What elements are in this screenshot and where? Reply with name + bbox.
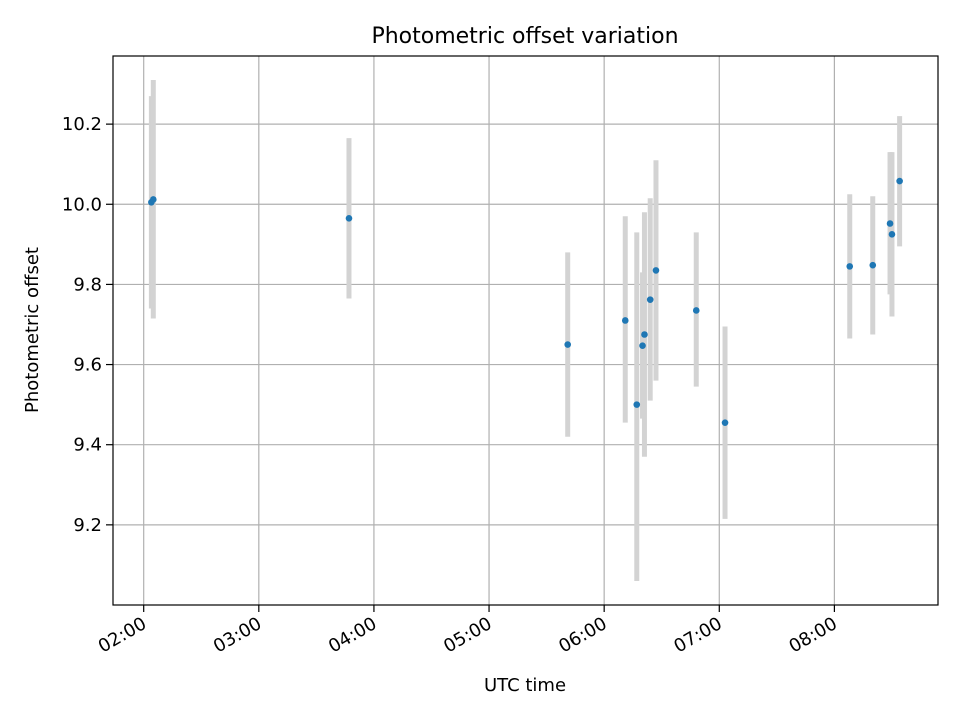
data-point xyxy=(639,342,646,350)
data-point xyxy=(149,196,157,203)
data-point xyxy=(633,401,641,408)
x-axis-label: UTC time xyxy=(484,675,566,696)
data-point xyxy=(869,261,877,269)
data-point xyxy=(564,341,572,348)
y-tick-label: 10.2 xyxy=(62,114,102,135)
data-points xyxy=(148,177,903,426)
grid xyxy=(113,56,938,605)
data-point xyxy=(345,214,353,222)
data-point xyxy=(641,331,648,338)
plot-frame xyxy=(112,55,939,606)
y-tick-label: 9.8 xyxy=(73,274,102,295)
y-axis-label: Photometric offset xyxy=(22,247,43,413)
y-tick-label: 9.2 xyxy=(73,515,102,536)
data-point xyxy=(888,231,896,238)
y-tick-label: 9.4 xyxy=(73,435,102,456)
data-point xyxy=(646,296,654,303)
data-point xyxy=(721,419,729,426)
y-axis-ticks: 9.2 9.4 9.6 9.8 10.0 10.2 xyxy=(62,114,113,536)
data-point xyxy=(886,220,894,227)
data-point xyxy=(652,267,660,274)
data-point xyxy=(846,263,854,270)
data-point xyxy=(896,177,903,185)
data-point xyxy=(621,317,629,324)
chart-title: Photometric offset variation xyxy=(371,24,678,49)
data-point xyxy=(692,307,700,314)
y-tick-label: 9.6 xyxy=(73,355,102,376)
y-tick-label: 10.0 xyxy=(62,194,102,215)
